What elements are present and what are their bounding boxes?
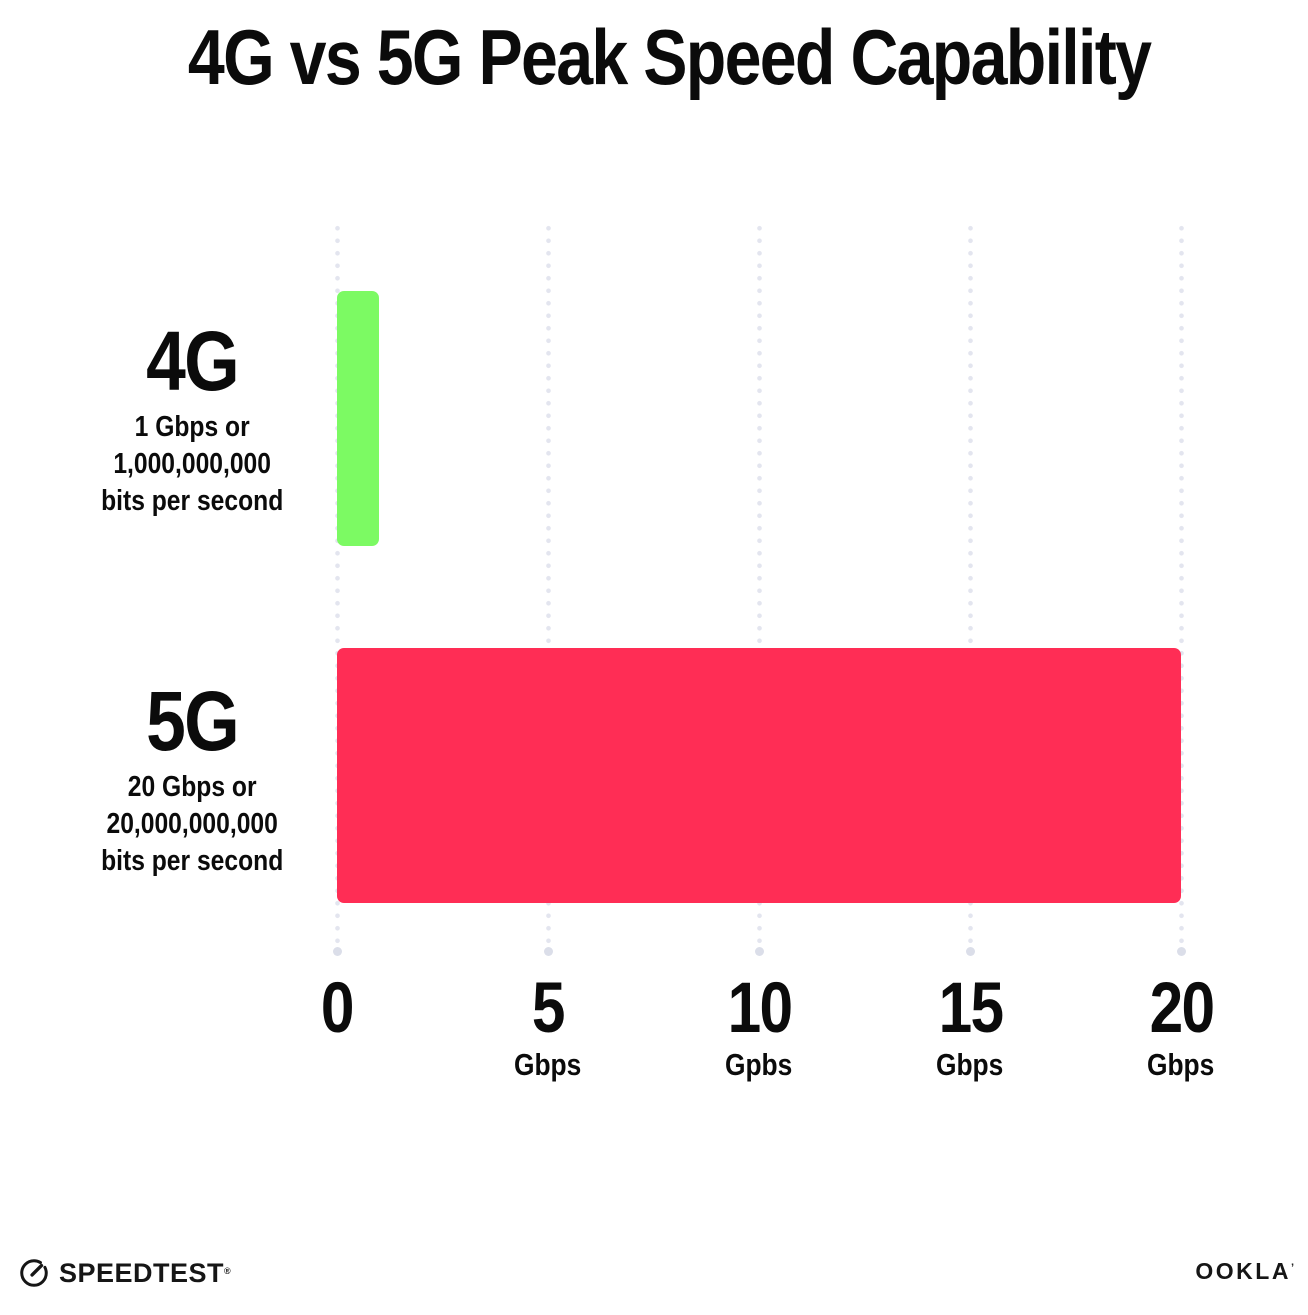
category-sublabel-4g: 1 Gbps or 1,000,000,000 bits per second: [32, 409, 352, 520]
x-tick-15: 15 Gbps: [840, 972, 1100, 1083]
category-name-5g: 5G: [32, 676, 352, 766]
speedtest-gauge-icon: [20, 1259, 48, 1287]
x-tick-unit: Gbps: [514, 1047, 582, 1082]
category-sublabel-line: bits per second: [100, 485, 284, 517]
category-name-4g: 4G: [32, 316, 352, 406]
ookla-logo: OOKLA’: [1195, 1257, 1294, 1285]
gridline: [334, 222, 340, 948]
x-tick-number: 20: [1149, 969, 1214, 1048]
gridline: [967, 222, 973, 948]
category-sublabel-5g: 20 Gbps or 20,000,000,000 bits per secon…: [32, 769, 352, 880]
chart-title: 4G vs 5G Peak Speed Capability: [0, 16, 1308, 98]
x-tick-unit: Gpbs: [725, 1047, 793, 1082]
gridline: [1178, 222, 1184, 948]
x-tick-number: 15: [938, 969, 1003, 1048]
speedtest-wordmark: SPEEDTEST®: [59, 1258, 232, 1288]
registered-mark: ®: [224, 1266, 232, 1276]
category-sublabel-line: 1 Gbps or: [134, 411, 250, 443]
chart-title-text: 4G vs 5G Peak Speed Capability: [187, 13, 1152, 101]
x-tick-number: 5: [532, 969, 566, 1048]
category-sublabel-line: 1,000,000,000: [113, 448, 271, 480]
category-sublabel-line: 20 Gbps or: [127, 771, 257, 803]
speedtest-logo: SPEEDTEST®: [18, 1251, 231, 1295]
category-label-5g: 5G 20 Gbps or 20,000,000,000 bits per se…: [32, 676, 352, 880]
x-tick-5: 5 Gbps: [418, 972, 678, 1083]
category-name-text: 5G: [146, 674, 240, 768]
gridline-end-dot: [543, 947, 553, 956]
x-tick-unit: Gbps: [936, 1047, 1004, 1082]
category-sublabel-line: 20,000,000,000: [106, 808, 278, 840]
category-sublabel-line: bits per second: [100, 845, 284, 877]
x-tick-number: 0: [321, 969, 355, 1048]
gridline-end-dot: [332, 947, 342, 956]
x-tick-unit: Gbps: [1147, 1047, 1215, 1082]
gridline-end-dot: [1176, 947, 1186, 956]
gridline-end-dot: [754, 947, 764, 956]
x-tick-0: 0: [207, 972, 467, 1083]
x-tick-10: 10 Gpbs: [629, 972, 889, 1083]
gridline-end-dot: [965, 947, 975, 956]
bar-4g: [337, 291, 380, 546]
gridline: [545, 222, 551, 948]
category-name-text: 4G: [146, 314, 240, 408]
gridline: [756, 222, 762, 948]
ookla-wordmark: OOKLA: [1195, 1258, 1291, 1284]
x-tick-20: 20 Gbps: [1051, 972, 1308, 1083]
bar-5g: [337, 648, 1181, 903]
x-tick-number: 10: [727, 969, 792, 1048]
ookla-mark: ’: [1290, 1262, 1294, 1274]
category-label-4g: 4G 1 Gbps or 1,000,000,000 bits per seco…: [32, 316, 352, 520]
